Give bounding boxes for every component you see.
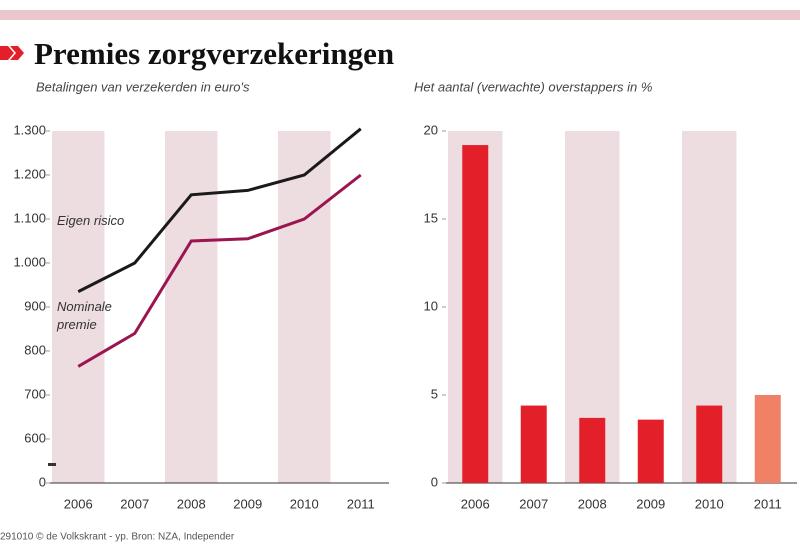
x-tick-label: 2009: [636, 496, 665, 511]
series-label: Nominale premie: [57, 299, 112, 332]
x-tick-label: 2010: [290, 496, 319, 511]
x-tick-label: 2011: [347, 496, 375, 511]
bar: [520, 405, 547, 483]
top-bar: [0, 10, 800, 20]
x-tick-label: 2008: [177, 496, 206, 511]
logo-arrows: [0, 46, 24, 60]
y-tick-label: 1.300: [13, 122, 46, 137]
bar: [696, 405, 723, 483]
subtitle: Betalingen van verzekerden in euro's: [36, 79, 250, 94]
y-tick-label: 1.200: [13, 166, 46, 181]
y-tick-label: 10: [424, 298, 438, 313]
x-tick-label: 2011: [754, 496, 782, 511]
x-tick-label: 2008: [578, 496, 607, 511]
y-tick-label: 800: [24, 342, 46, 357]
axis-break: [48, 463, 56, 466]
y-tick-label: 0: [39, 474, 46, 489]
series-label: Eigen risico: [57, 213, 125, 228]
y-tick-label: 600: [24, 430, 46, 445]
x-tick-label: 2006: [64, 496, 93, 511]
bar: [462, 145, 489, 483]
x-tick-label: 2010: [695, 496, 724, 511]
band-shade: [278, 131, 331, 483]
y-tick-label: 700: [24, 386, 46, 401]
bar: [754, 395, 781, 483]
bar: [579, 417, 606, 483]
y-tick-label: 0: [431, 474, 438, 489]
x-tick-label: 2007: [120, 496, 149, 511]
y-tick-label: 1.100: [13, 210, 46, 225]
y-tick-label: 5: [431, 386, 438, 401]
subtitle: Het aantal (verwachte) overstappers in %: [414, 79, 652, 94]
y-tick-label: 15: [424, 210, 438, 225]
source: 291010 © de Volkskrant - yp. Bron: NZA, …: [0, 532, 235, 543]
x-tick-label: 2009: [233, 496, 262, 511]
y-tick-label: 1.000: [13, 254, 46, 269]
y-tick-label: 20: [424, 122, 438, 137]
y-tick-label: 900: [24, 298, 46, 313]
x-tick-label: 2006: [461, 496, 490, 511]
line: [77, 173, 362, 368]
line: [77, 127, 362, 293]
chart-title: Premies zorgverzekeringen: [34, 36, 394, 71]
x-tick-label: 2007: [519, 496, 548, 511]
band-shade: [52, 131, 105, 483]
bar: [637, 419, 664, 483]
band-shade: [165, 131, 218, 483]
